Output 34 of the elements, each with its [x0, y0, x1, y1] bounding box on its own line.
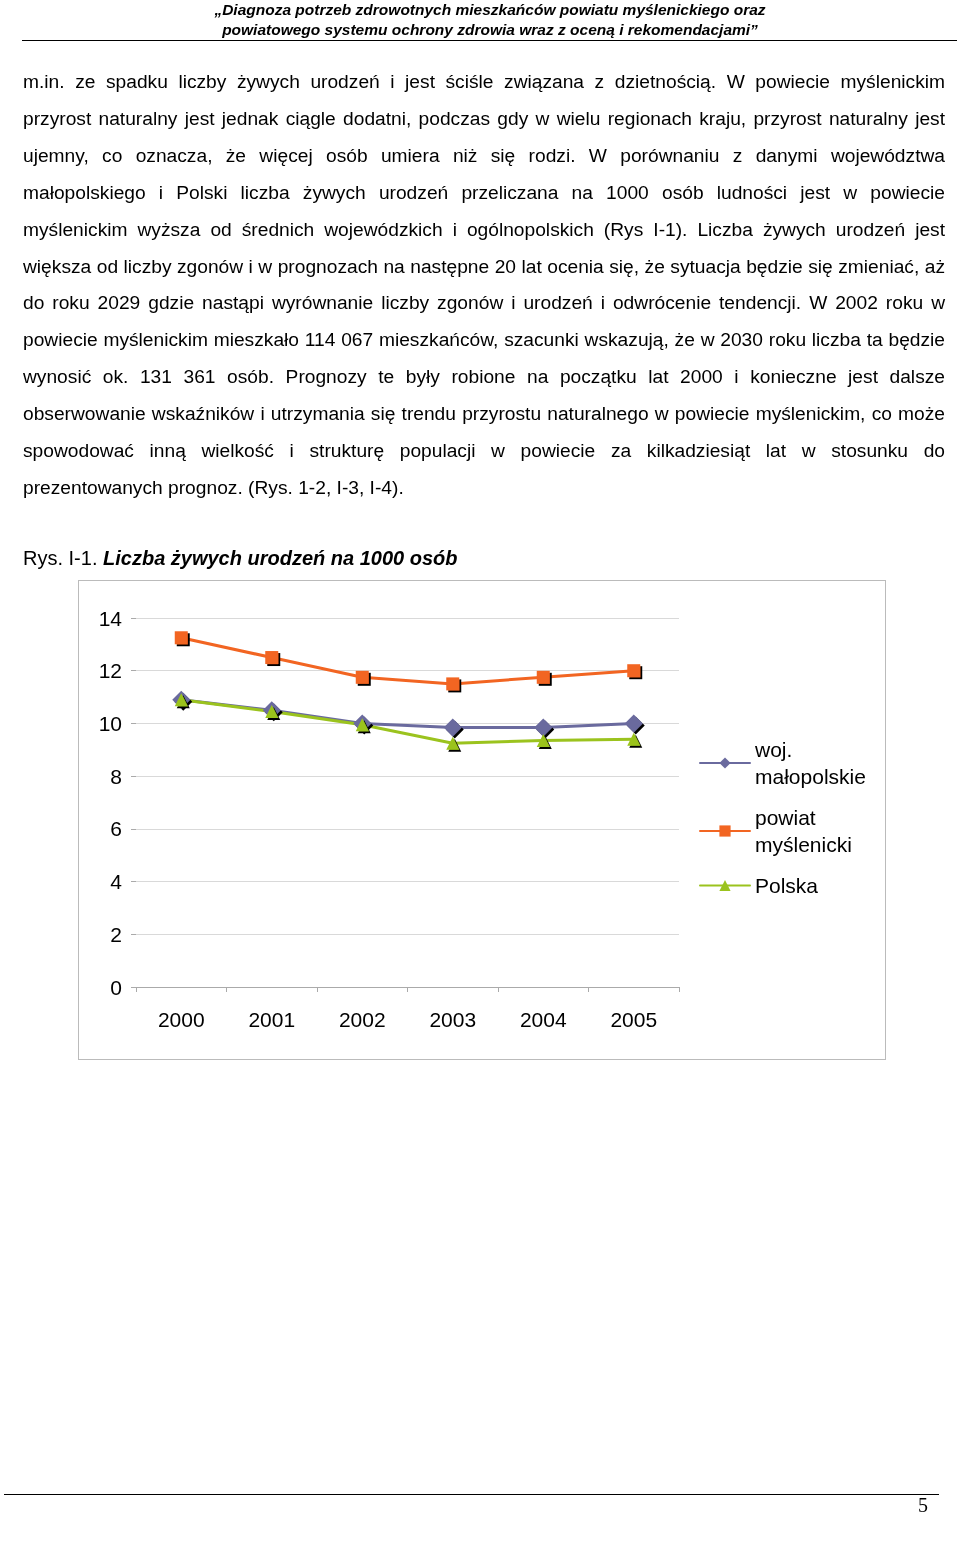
chart-title: Liczba żywych urodzeń na 1000 osób: [103, 547, 458, 569]
legend-label: powiat myślenicki: [755, 806, 852, 856]
point: [265, 651, 279, 665]
y-tick-label: 6: [110, 817, 122, 841]
point: [446, 736, 460, 750]
legend-label: Polska: [755, 874, 819, 897]
point: [355, 670, 369, 684]
x-tick-label: 2003: [429, 1008, 477, 1031]
x-tick-label: 2002: [338, 1008, 386, 1031]
y-tick-label: 12: [98, 659, 122, 683]
point: [443, 718, 462, 737]
y-tick-label: 14: [98, 606, 123, 630]
point: [536, 670, 550, 684]
x-tick-label: 2001: [248, 1008, 296, 1031]
y-tick-label: 2: [110, 922, 122, 946]
point: [627, 732, 641, 746]
point: [627, 664, 641, 678]
y-tick-label: 10: [98, 711, 122, 735]
text: m.in. ze spadku liczby żywych urodzeń i jest ściśle związana z dzietnością. W powiecie myślenickim przyrost naturalny jest jednak ciągle dodatni, podczas gdy w wielu regionach kraju, przyrost naturalny jest ujemny, co oznacza, że więcej osób umiera niż się rodzi. W porównaniu z danymi województwa małopolskiego i Polski liczba żywych urodzeń przeliczana na 1000 osób ludności jest w powiecie myślenickim wyższa od średnich wojewódzkich i ogólnopolskich (Rys I-1). Liczba żywych urodzeń jest większa od liczby zgonów i w prognozach na następne 20 lat ocenia się, że sytuacja będzie się zmieniać, aż do roku 2029 gdzie nastąpi wyrównanie liczby zgonów i urodzeń i odwrócenie tendencji. W 2002 roku w powiecie myślenickim mieszkało 114 067 mieszkańców, szacunki wskazują, że w 2030 roku liczba ta będzie wynosić ok. 131 361 osób. Prognozy te były robione na początku lat 2000 i konieczne jest dalsze obserwowanie wskaźników i utrzymania się trendu przyrostu naturalnego w powiecie myślenickim, co może spowodować inną wielkość i strukturę populacji w powiecie za kilkadziesiąt lat w stosunku do prezentowanych prognoz. (Rys. 1-2, I-3, I-4).: [23, 71, 945, 498]
point: [624, 714, 643, 733]
point: [174, 631, 188, 645]
text: 5: [918, 1494, 928, 1517]
point: [536, 734, 550, 748]
y-tick-label: 8: [110, 764, 122, 788]
y-tick-label: 4: [110, 870, 123, 894]
legend-label: woj. małopolskie: [754, 738, 866, 788]
x-tick-label: 2004: [519, 1008, 567, 1031]
x-tick-label: 2000: [157, 1008, 205, 1031]
x-tick-label: 2005: [610, 1008, 658, 1031]
chart-subtitle: Rys. I-1.: [23, 547, 99, 569]
point: [446, 677, 460, 691]
y-tick-label: 0: [110, 975, 122, 999]
point: [534, 718, 553, 737]
text: „Diagnoza potrzeb zdrowotnych mieszkańców powiatu myślenickiego oraz powiatowego systemu ochrony zdrowia wraz z oceną i rekomendacjami”: [213, 0, 767, 40]
